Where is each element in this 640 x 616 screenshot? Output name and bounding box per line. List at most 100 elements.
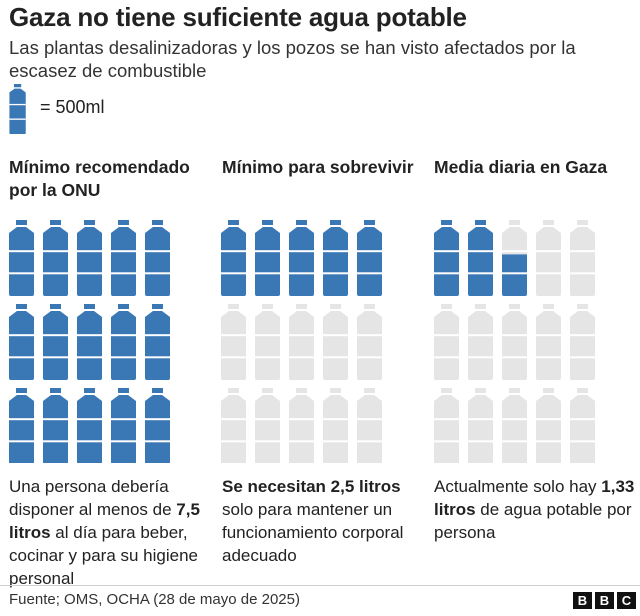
- panel-1-bottle-15-ridge-1: [145, 418, 170, 421]
- panel-3-bottle-11: [434, 388, 459, 463]
- panel-1-bottle-12-water: [43, 388, 68, 463]
- panel-1-bottle-12-ridge-2: [43, 440, 68, 443]
- legend-bottle-water: [9, 83, 26, 134]
- panel-2-bottle-6-body: [221, 304, 246, 380]
- panel-2-bottle-5-ridge-2: [357, 272, 382, 275]
- panel-2-bottle-9-body: [323, 304, 348, 380]
- panel-2-bottle-8-ridge-2: [289, 356, 314, 359]
- panel-2-bottle-1-ridge-1: [221, 250, 246, 253]
- panel-1-bottle-11-water: [9, 388, 34, 463]
- panel-1-bottle-5-water: [145, 220, 170, 296]
- panel-1-bottle-14-ridge-1: [111, 418, 136, 421]
- panel-2-bottle-1: [221, 220, 246, 296]
- panel-1-title: Mínimo recomendado por la ONU: [9, 157, 190, 200]
- panel-3-bottle-15: [570, 388, 595, 463]
- chart-title: Gaza no tiene suficiente agua potable: [9, 2, 467, 32]
- panel-2-bottle-13: [289, 388, 314, 463]
- panel-1-bottle-4: [111, 220, 136, 296]
- panel-2-bottle-15-ridge-1: [357, 418, 382, 421]
- panel-3-bottle-grid: [434, 220, 595, 463]
- panel-2-bottle-11: [221, 388, 246, 463]
- panel-3-bottle-5-ridge-2: [570, 272, 595, 275]
- panel-2-bottle-10-ridge-2: [357, 356, 382, 359]
- panel-2-bottle-6-ridge-2: [221, 356, 246, 359]
- panel-2-bottle-6-ridge-1: [221, 334, 246, 337]
- panel-1-bottle-14-water: [111, 388, 136, 463]
- panel-1-bottle-grid: [9, 220, 170, 463]
- panel-2-bottle-3-water: [289, 220, 314, 296]
- panel-3-bottle-6-ridge-1: [434, 334, 459, 337]
- panel-1-bottle-4-ridge-2: [111, 272, 136, 275]
- panel-2-bottle-12-ridge-1: [255, 418, 280, 421]
- panel-3-bottle-8-body: [502, 304, 527, 380]
- panel-2-bottle-4-water: [323, 220, 348, 296]
- bbc-logo: B B C: [573, 592, 636, 609]
- panel-1-bottle-2-water: [43, 220, 68, 296]
- panel-2-bottle-11-ridge-1: [221, 418, 246, 421]
- panel-1-bottle-3-water: [77, 220, 102, 296]
- panel-1-bottle-6-ridge-2: [9, 356, 34, 359]
- panel-3-bottle-10-ridge-2: [570, 356, 595, 359]
- panel-3-desc-bold: 1,33 litros: [434, 477, 635, 519]
- panel-2-bottle-7-body: [255, 304, 280, 380]
- panel-1-bottle-3-ridge-2: [77, 272, 102, 275]
- panel-3-bottle-8-ridge-2: [502, 356, 527, 359]
- panel-1-bottle-7-ridge-2: [43, 356, 68, 359]
- panel-2-bottle-9: [323, 304, 348, 380]
- panel-3-bottle-5-body: [570, 220, 595, 296]
- panel-3-bottle-1-ridge-1: [434, 250, 459, 253]
- panel-2-bottle-7: [255, 304, 280, 380]
- panel-1-bottle-9: [111, 304, 136, 380]
- panel-2-bottle-8-body: [289, 304, 314, 380]
- legend-bottle-icon: [9, 83, 26, 134]
- panel-2-bottle-3: [289, 220, 314, 296]
- panel-2-bottle-12-body: [255, 388, 280, 463]
- panel-2-bottle-12: [255, 388, 280, 463]
- panel-3-bottle-15-body: [570, 388, 595, 463]
- panel-2-bottle-grid: [221, 220, 382, 463]
- panel-2-bottle-7-ridge-1: [255, 334, 280, 337]
- panel-2-bottle-8: [289, 304, 314, 380]
- panel-2-bottle-6: [221, 304, 246, 380]
- panel-2-bottle-10: [357, 304, 382, 380]
- panel-2-bottle-13-ridge-1: [289, 418, 314, 421]
- panel-2-title: Mínimo para sobrevivir: [222, 157, 414, 177]
- panel-2-bottle-5-water: [357, 220, 382, 296]
- panel-2-bottle-1-ridge-2: [221, 272, 246, 275]
- panel-1-bottle-9-ridge-1: [111, 334, 136, 337]
- panel-2-bottle-2: [255, 220, 280, 296]
- panel-3-bottle-11-body: [434, 388, 459, 463]
- panel-1-bottle-14: [111, 388, 136, 463]
- panel-3-bottle-7: [468, 304, 493, 380]
- panel-1-bottle-8-ridge-1: [77, 334, 102, 337]
- panel-2-bottle-5-ridge-1: [357, 250, 382, 253]
- panel-3-title: Media diaria en Gaza: [434, 157, 608, 177]
- panel-2-bottle-3-ridge-2: [289, 272, 314, 275]
- panel-1-desc-pre: Una persona debería disponer al menos de: [9, 477, 177, 519]
- panel-3-bottle-10-body: [570, 304, 595, 380]
- panel-1-bottle-7-water: [43, 304, 68, 380]
- panel-3-bottle-10: [570, 304, 595, 380]
- panel-1-bottle-7-ridge-1: [43, 334, 68, 337]
- panel-1-bottle-10: [145, 304, 170, 380]
- panel-3-bottle-2: [468, 220, 493, 296]
- panel-1-desc-post: al día para beber, cocinar y para su hig…: [9, 523, 199, 588]
- panel-1-bottle-6-ridge-1: [9, 334, 34, 337]
- panel-3-bottle-11-ridge-2: [434, 440, 459, 443]
- panel-2-bottle-15-body: [357, 388, 382, 463]
- panel-2-bottle-2-ridge-2: [255, 272, 280, 275]
- panel-3-bottle-15-ridge-2: [570, 440, 595, 443]
- panel-2-bottle-2-ridge-1: [255, 250, 280, 253]
- panel-1-bottle-10-water: [145, 304, 170, 380]
- panel-1-bottle-5-ridge-1: [145, 250, 170, 253]
- panel-1-bottle-15: [145, 388, 170, 463]
- panel-3-bottle-13-ridge-1: [502, 418, 527, 421]
- panel-3-bottle-7-ridge-2: [468, 356, 493, 359]
- panel-3-bottle-5: [570, 220, 595, 296]
- panel-1-bottle-9-ridge-2: [111, 356, 136, 359]
- panel-1-bottle-8-water: [77, 304, 102, 380]
- legend-bottle: [9, 83, 26, 134]
- panel-2-bottle-2-water: [255, 220, 280, 296]
- panel-2-bottle-11-ridge-2: [221, 440, 246, 443]
- panel-3-bottle-9-body: [536, 304, 561, 380]
